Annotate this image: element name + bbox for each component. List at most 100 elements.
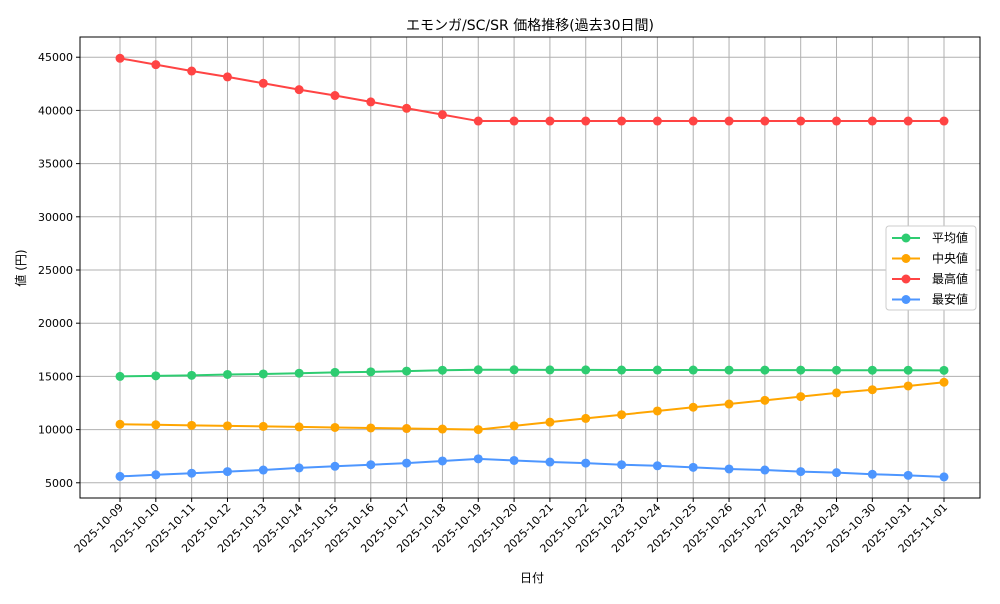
data-point	[151, 371, 161, 381]
y-tick-label: 45000	[38, 51, 73, 64]
data-point	[187, 420, 197, 430]
data-point	[509, 455, 519, 465]
data-point	[796, 467, 806, 477]
data-point	[867, 116, 877, 126]
data-point	[617, 410, 627, 420]
y-tick-label: 40000	[38, 104, 73, 117]
data-point	[652, 461, 662, 471]
data-point	[867, 365, 877, 375]
data-point	[760, 116, 770, 126]
data-point	[222, 72, 232, 82]
data-point	[903, 365, 913, 375]
data-point	[258, 421, 268, 431]
data-point	[330, 422, 340, 432]
series-2	[115, 53, 949, 126]
data-point	[545, 116, 555, 126]
data-point	[402, 424, 412, 434]
data-point	[760, 395, 770, 405]
data-point	[652, 406, 662, 416]
data-point	[366, 97, 376, 107]
data-point	[151, 420, 161, 430]
data-point	[652, 116, 662, 126]
legend-label: 平均値	[932, 230, 968, 245]
data-point	[796, 365, 806, 375]
legend-label: 最高値	[932, 271, 968, 286]
y-tick-label: 25000	[38, 264, 73, 277]
data-point	[509, 116, 519, 126]
data-point	[115, 371, 125, 381]
data-point	[867, 469, 877, 479]
legend-marker	[901, 295, 911, 304]
y-axis-label: 値 (円)	[13, 249, 28, 286]
data-point	[724, 365, 734, 375]
data-point	[437, 110, 447, 120]
data-point	[330, 91, 340, 101]
data-point	[796, 116, 806, 126]
data-point	[473, 365, 483, 375]
data-point	[545, 457, 555, 467]
y-tick-label: 10000	[38, 424, 73, 437]
data-point	[724, 464, 734, 474]
y-tick-label: 15000	[38, 370, 73, 383]
data-point	[222, 369, 232, 379]
data-point	[688, 462, 698, 472]
data-point	[294, 463, 304, 473]
data-point	[939, 365, 949, 375]
x-axis-label: 日付	[520, 571, 544, 585]
data-point	[258, 465, 268, 475]
series-line	[119, 57, 944, 123]
data-point	[115, 471, 125, 481]
series-3	[115, 454, 949, 482]
data-point	[330, 367, 340, 377]
series-line	[119, 368, 945, 378]
data-point	[115, 53, 125, 63]
data-point	[903, 470, 913, 480]
data-point	[222, 421, 232, 431]
data-point	[688, 116, 698, 126]
legend-marker	[901, 254, 911, 263]
data-point	[581, 458, 591, 468]
chart-title: エモンガ/SC/SR 価格推移(過去30日間)	[406, 18, 654, 34]
data-point	[832, 388, 842, 398]
data-point	[115, 419, 125, 429]
legend-box	[885, 225, 977, 311]
y-tick-label: 35000	[38, 158, 73, 171]
y-tick-label: 30000	[38, 211, 73, 224]
data-point	[437, 424, 447, 434]
data-point	[187, 66, 197, 76]
data-point	[294, 368, 304, 378]
data-point	[473, 116, 483, 126]
data-point	[258, 78, 268, 88]
legend-label: 最安値	[932, 292, 968, 307]
data-point	[222, 467, 232, 477]
data-point	[688, 365, 698, 375]
legend-marker	[901, 233, 911, 243]
series-line	[119, 457, 945, 478]
data-point	[437, 365, 447, 375]
data-point	[939, 116, 949, 126]
data-point	[760, 465, 770, 475]
data-point	[903, 381, 913, 391]
series-line	[119, 381, 945, 431]
data-point	[545, 365, 555, 375]
data-point	[724, 116, 734, 126]
data-point	[366, 367, 376, 377]
data-point	[939, 472, 949, 482]
data-point	[688, 402, 698, 412]
data-point	[294, 422, 304, 432]
y-tick-label: 20000	[38, 317, 73, 330]
data-point	[402, 458, 412, 468]
data-point	[545, 417, 555, 427]
data-point	[617, 365, 627, 375]
data-point	[617, 116, 627, 126]
data-point	[796, 392, 806, 402]
data-point	[437, 456, 447, 466]
data-point	[187, 370, 197, 380]
data-point	[294, 85, 304, 95]
data-point	[473, 454, 483, 464]
plot-frame	[79, 36, 981, 499]
legend-label: 中央値	[932, 251, 968, 266]
data-point	[402, 103, 412, 113]
